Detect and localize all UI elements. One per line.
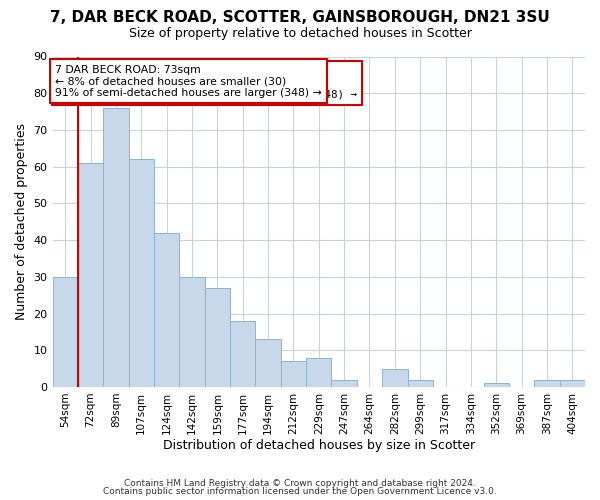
Bar — [53, 277, 78, 387]
Bar — [78, 163, 103, 387]
Bar — [128, 160, 154, 387]
Bar — [154, 232, 179, 387]
Text: Contains HM Land Registry data © Crown copyright and database right 2024.: Contains HM Land Registry data © Crown c… — [124, 478, 476, 488]
Bar — [407, 380, 433, 387]
Text: 7, DAR BECK ROAD, SCOTTER, GAINSBOROUGH, DN21 3SU: 7, DAR BECK ROAD, SCOTTER, GAINSBOROUGH,… — [50, 10, 550, 25]
Text: 7 DAR BECK ROAD: 73sqm
← 8% of detached houses are smaller (30)
91% of semi-deta: 7 DAR BECK ROAD: 73sqm ← 8% of detached … — [55, 65, 322, 98]
Bar — [179, 277, 205, 387]
Bar — [382, 368, 407, 387]
Bar — [205, 288, 230, 387]
X-axis label: Distribution of detached houses by size in Scotter: Distribution of detached houses by size … — [163, 440, 475, 452]
Bar — [230, 321, 256, 387]
Bar — [484, 384, 509, 387]
Bar — [331, 380, 357, 387]
Bar — [281, 362, 306, 387]
Text: Size of property relative to detached houses in Scotter: Size of property relative to detached ho… — [128, 28, 472, 40]
Text: 7 DAR BECK ROAD: 73sqm
← 8% of detached houses are smaller (30)
91% of semi-deta: 7 DAR BECK ROAD: 73sqm ← 8% of detached … — [58, 66, 357, 100]
Y-axis label: Number of detached properties: Number of detached properties — [15, 123, 28, 320]
Bar — [560, 380, 585, 387]
Text: Contains public sector information licensed under the Open Government Licence v3: Contains public sector information licen… — [103, 487, 497, 496]
Bar — [256, 339, 281, 387]
Bar — [534, 380, 560, 387]
Bar — [306, 358, 331, 387]
Bar — [103, 108, 128, 387]
